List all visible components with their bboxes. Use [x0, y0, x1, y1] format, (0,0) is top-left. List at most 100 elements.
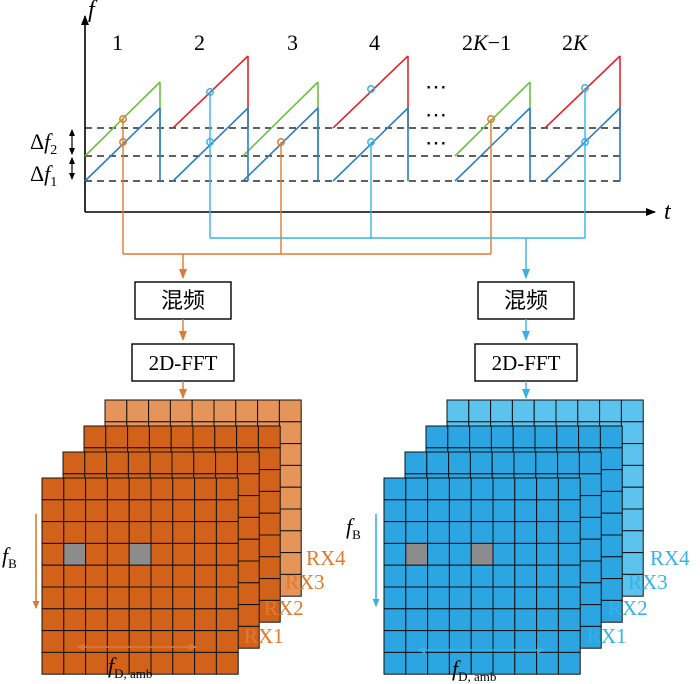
grid-cell	[578, 516, 602, 540]
grid-cell	[278, 508, 302, 532]
left-fft-box	[131, 343, 235, 382]
delta-f2-label: Δf2	[30, 129, 57, 158]
grid-cell	[469, 451, 493, 475]
grid-cell	[620, 508, 644, 532]
grid-cell	[557, 651, 581, 675]
grid-cell	[535, 451, 559, 475]
grid-cell	[215, 564, 239, 588]
grid-cell	[106, 586, 130, 610]
grid-cell	[278, 464, 302, 488]
chirp-green-ramp	[454, 81, 531, 157]
intersection-marker	[119, 115, 127, 123]
grid-cell	[278, 443, 302, 466]
grid-cell	[41, 608, 65, 632]
grid-cell	[448, 477, 472, 501]
chirp-label-2k: 2K	[562, 30, 589, 55]
right-fb-label: fB	[346, 514, 361, 542]
grid-cell	[491, 451, 515, 475]
chirp-label-2k-1: 2K−1	[462, 30, 511, 55]
grid-cell	[172, 608, 196, 632]
grid-cell	[63, 651, 87, 675]
grid-cell	[278, 399, 302, 423]
grid-cell	[599, 556, 623, 580]
ellipsis-mid: ⋯	[425, 102, 447, 127]
chirp-red-ramp	[544, 55, 621, 129]
y-axis-label: f	[88, 0, 98, 23]
grid-cell	[85, 651, 108, 675]
grid-cell	[128, 542, 152, 566]
grid-cell	[194, 499, 217, 523]
grid-cell	[150, 586, 174, 610]
grid-cell	[490, 425, 514, 449]
grid-cell	[557, 608, 581, 632]
grid-cell	[148, 399, 171, 423]
grid-cell	[448, 630, 472, 653]
grid-cell	[41, 477, 65, 501]
grid-cell	[63, 608, 87, 632]
grid-cell	[514, 542, 538, 566]
grid-cell	[106, 451, 129, 475]
right-fft-box	[474, 343, 578, 382]
grid-cell	[128, 477, 152, 501]
grid-cell	[492, 521, 516, 544]
grid-cell	[63, 499, 87, 523]
right-rx2-label: RX2	[608, 596, 648, 620]
grid-cell	[128, 608, 152, 632]
grid-cell	[236, 582, 260, 606]
grid-cell	[171, 451, 195, 475]
ellipsis-bottom: ⋯	[425, 130, 447, 155]
grid-cell	[405, 564, 429, 588]
grid-cell	[448, 451, 471, 475]
grid-cell	[557, 499, 581, 523]
intersection-marker	[487, 115, 495, 123]
grid-cell	[427, 542, 450, 566]
orange-connections	[122, 119, 492, 279]
grid-cell	[85, 477, 108, 501]
right-rx3-label: RX3	[628, 570, 668, 594]
grid-cell	[448, 586, 472, 610]
grid-cell	[150, 477, 174, 501]
grid-cell	[577, 399, 601, 423]
grid-cell	[492, 586, 516, 610]
grid-cell	[470, 542, 494, 566]
grid-cell	[533, 399, 557, 423]
grid-cell	[383, 651, 407, 675]
grid-cell	[62, 451, 86, 475]
left-rx1-label: RX1	[244, 624, 284, 648]
grid-cell	[128, 564, 152, 588]
grid-cell	[172, 521, 196, 544]
grid-cell	[536, 608, 559, 632]
grid-cell	[448, 608, 472, 632]
grid-cell	[599, 447, 623, 471]
grid-cell	[536, 477, 559, 501]
grid-cell	[104, 399, 128, 423]
grid-cell	[172, 564, 196, 588]
grid-cell	[469, 425, 492, 449]
chirp-sawtooth-group	[84, 55, 621, 182]
left-rx4-label: RX4	[306, 546, 346, 570]
grid-cell	[557, 477, 581, 501]
grid-cell	[41, 651, 65, 675]
left-branch: 混频 2D-FFT	[131, 281, 235, 399]
grid-cell	[448, 499, 472, 523]
grid-cell	[84, 451, 108, 475]
grid-cell	[278, 486, 302, 510]
grid-cell	[257, 534, 281, 558]
grid-cell	[599, 425, 623, 449]
grid-cell	[215, 521, 239, 544]
right-grid-labels: RX4 RX3 RX2 RX1 fB fD, amb	[346, 514, 690, 684]
grid-cell	[127, 451, 151, 475]
grid-cell	[194, 521, 217, 544]
grid-cell	[172, 542, 196, 566]
grid-cell	[405, 586, 429, 610]
grid-cell	[257, 512, 281, 536]
grid-cell	[150, 542, 174, 566]
left-rx2-label: RX2	[264, 596, 304, 620]
rx-layer-1	[41, 477, 239, 675]
grid-cell	[557, 451, 580, 475]
grid-cell	[514, 521, 538, 544]
grid-cell	[85, 542, 108, 566]
grid-cell	[150, 630, 174, 653]
grid-cell	[536, 521, 559, 544]
grid-cell	[257, 447, 281, 471]
